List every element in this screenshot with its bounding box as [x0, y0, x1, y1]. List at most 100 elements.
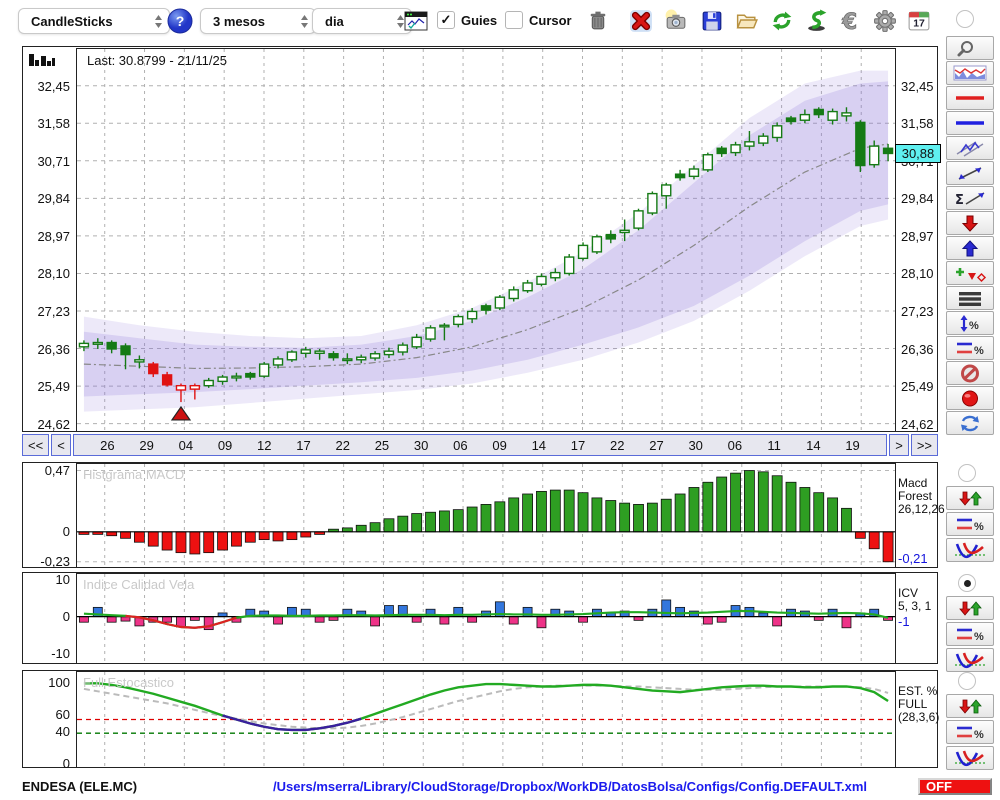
calendar-button[interactable]: 17: [905, 7, 933, 35]
icv-levels-percent-button[interactable]: %: [946, 622, 994, 646]
zoom-icon: [957, 40, 973, 56]
date-tick-label: 14: [806, 437, 821, 453]
cursor-label: Cursor: [529, 13, 572, 28]
arrow-down-red-icon: [961, 215, 979, 232]
open-folder-button[interactable]: [733, 7, 761, 35]
date-tick-label: 25: [374, 437, 390, 453]
date-tick-label: 19: [845, 437, 860, 453]
date-tick-label: 29: [139, 437, 154, 453]
blue-hline-tool-button[interactable]: [946, 111, 994, 135]
record-tool-button[interactable]: [946, 386, 994, 410]
scroll-last-button[interactable]: >>: [910, 434, 938, 456]
icv-updown-arrows-button[interactable]: [946, 596, 994, 620]
axis-tick-label: 28,10: [901, 266, 934, 282]
macd-axis: 0,47 0 -0,23: [23, 463, 75, 569]
icv-plot-canvas: [76, 573, 896, 664]
chevron-updown-icon: [155, 14, 162, 28]
icv-axis: 10 0 -10: [23, 572, 75, 663]
macd-current-value: -0,21: [898, 551, 928, 566]
svg-text:Σ: Σ: [955, 193, 964, 208]
forbid-tool-button[interactable]: [946, 361, 994, 385]
stochastic-info-block: EST. % FULL (28,3,6): [895, 671, 939, 767]
stochastic-watermark: Full Estocastico: [83, 675, 175, 690]
macd-levels-percent-button[interactable]: %: [946, 512, 994, 536]
stoch-curves-button[interactable]: [946, 746, 994, 770]
levels-percent-tool-button[interactable]: %: [946, 336, 994, 360]
delete-x-button[interactable]: [627, 7, 655, 35]
stochastic-params-label: EST. % FULL (28,3,6): [898, 684, 940, 724]
date-tick-label: 26: [100, 437, 115, 453]
svg-text:%: %: [974, 631, 984, 643]
interval-select[interactable]: dia: [312, 8, 412, 34]
settings-gear-button[interactable]: [871, 7, 899, 35]
icv-info-block: ICV 5, 3, 1 -1: [895, 573, 939, 663]
red-hline-icon: [956, 95, 984, 100]
axis-tick-label: 30,71: [37, 153, 70, 169]
scroll-first-button[interactable]: <<: [22, 434, 50, 456]
scroll-next-button[interactable]: >: [889, 434, 909, 456]
measure-percent-tool-button[interactable]: %: [946, 311, 994, 335]
guies-checkbox[interactable]: ✓: [437, 11, 455, 29]
indicator-window-button[interactable]: [402, 7, 430, 35]
axis-tick-label: 32,45: [37, 78, 70, 94]
price-axis-left: 32,45 31,58 30,71 29,84 28,97 28,10 27,23 26,36…: [23, 47, 75, 432]
red-hline-tool-button[interactable]: [946, 86, 994, 110]
axis-tick-label: 29,84: [37, 191, 70, 207]
off-toggle-button[interactable]: OFF: [918, 778, 992, 795]
svg-text:€: €: [841, 10, 857, 34]
axis-tick-label: 27,23: [901, 304, 934, 319]
camera-icon: [665, 9, 686, 29]
levels-percent-icon: %: [957, 628, 984, 643]
help-button[interactable]: ?: [166, 7, 194, 35]
macd-select-radio[interactable]: [958, 464, 976, 482]
date-navigation: << < 26 29 04 09 12 17 22 25 30 06 09 14 17 22 27 30 06 1…: [22, 434, 938, 456]
help-icon: ?: [167, 8, 193, 34]
channel-tool-button[interactable]: [946, 136, 994, 160]
trash-icon: [590, 11, 606, 30]
status-bar: ENDESA (ELE.MC) /Users/mserra/Library/Cl…: [0, 772, 1000, 800]
tool-sidebar: Σ%%%%%: [942, 0, 1000, 800]
levels-percent-icon: %: [957, 342, 984, 357]
histogram-style-icon[interactable]: [28, 52, 56, 71]
stoch-updown-arrows-button[interactable]: [946, 694, 994, 718]
macd-curves-button[interactable]: [946, 538, 994, 562]
axis-tick-label: 0: [62, 523, 70, 539]
icv-curves-button[interactable]: [946, 648, 994, 672]
date-tick-label: 30: [413, 437, 429, 453]
arrow-up-blue-tool-button[interactable]: [946, 236, 994, 260]
config-path-link[interactable]: /Users/mserra/Library/CloudStorage/Dropb…: [272, 779, 867, 794]
svg-text:%: %: [969, 320, 979, 332]
chart-type-select[interactable]: CandleSticks: [18, 8, 170, 34]
toolbar-radio[interactable]: [956, 10, 974, 28]
stoch-select-radio[interactable]: [958, 672, 976, 690]
save-button[interactable]: [698, 7, 726, 35]
period-select[interactable]: 3 mesos: [200, 8, 316, 34]
svg-text:%: %: [974, 345, 984, 357]
euro-button[interactable]: €: [838, 7, 866, 35]
chart-preview-tool-button[interactable]: [946, 61, 994, 85]
scroll-prev-button[interactable]: <: [51, 434, 71, 456]
svg-text:%: %: [974, 521, 984, 533]
arrow-down-red-tool-button[interactable]: [946, 211, 994, 235]
trendline-tool-button[interactable]: [946, 161, 994, 185]
refresh-pair-tool-button[interactable]: [946, 411, 994, 435]
hlines-set-tool-button[interactable]: [946, 286, 994, 310]
levels-percent-icon: %: [957, 726, 984, 741]
sigma-trend-tool-button[interactable]: Σ: [946, 186, 994, 210]
zoom-tool-button[interactable]: [946, 36, 994, 60]
stochastic-axis: 100 60 40 0: [23, 671, 75, 771]
undo-sync-button[interactable]: [803, 7, 831, 35]
macd-updown-arrows-button[interactable]: [946, 486, 994, 510]
trash-button[interactable]: [584, 7, 612, 35]
sync-button[interactable]: [768, 7, 796, 35]
price-plot-canvas[interactable]: [76, 48, 896, 432]
camera-button[interactable]: [662, 7, 690, 35]
stoch-levels-percent-button[interactable]: %: [946, 720, 994, 744]
cursor-checkbox[interactable]: [505, 11, 523, 29]
axis-tick-label: 40: [55, 723, 70, 739]
signal-markers-tool-button[interactable]: [946, 261, 994, 285]
date-tick-label: 04: [178, 437, 194, 453]
date-tick-label: 06: [453, 437, 468, 453]
forbid-icon: [961, 364, 979, 382]
icv-select-radio[interactable]: [958, 574, 976, 592]
